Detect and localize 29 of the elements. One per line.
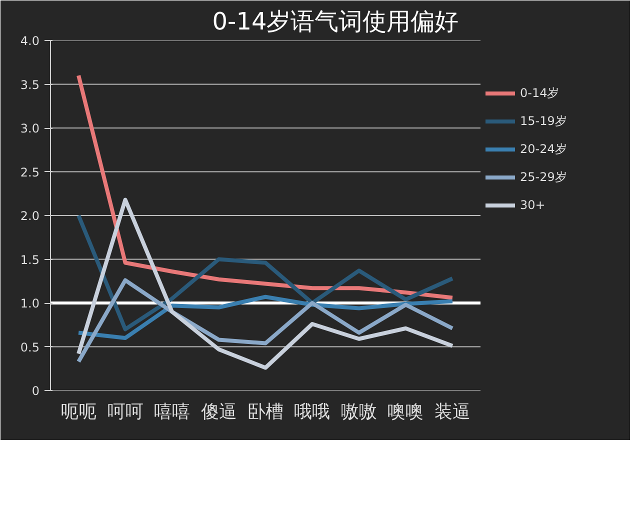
x-tick-label: 嗷嗷	[340, 402, 377, 422]
y-tick-label: 0.5	[20, 340, 40, 354]
chart-title: 0-14岁语气词使用偏好	[212, 8, 459, 36]
line-series	[76, 294, 454, 340]
y-tick-label: 3.5	[20, 78, 40, 92]
x-tick-label: 装逼	[434, 402, 470, 422]
x-tick-label: 呵呵	[107, 402, 144, 422]
line-series	[76, 74, 454, 300]
x-tick-label: 呃呃	[60, 402, 97, 422]
y-tick-label: 1.5	[20, 252, 40, 267]
legend-label: 0-14岁	[520, 84, 560, 102]
y-tick-label: 0	[32, 384, 40, 398]
x-tick-label: 噢噢	[388, 402, 424, 422]
x-tick-label: 傻逼	[200, 402, 237, 422]
y-tick-label: 2.5	[20, 165, 40, 180]
legend-label: 20-24岁	[520, 140, 567, 158]
line-series	[76, 214, 454, 332]
legend-label: 30+	[520, 198, 546, 212]
y-tick-label: 2.0	[20, 209, 40, 223]
y-tick-label: 3.0	[20, 122, 40, 136]
y-tick-label: 4.0	[20, 34, 40, 48]
legend-label: 15-19岁	[520, 112, 567, 130]
legend-label: 25-29岁	[520, 168, 567, 186]
line-series	[76, 198, 454, 370]
x-tick-label: 嘻嘻	[154, 402, 190, 422]
x-tick-label: 哦哦	[294, 402, 330, 422]
line-series	[76, 278, 454, 364]
x-tick-label: 卧槽	[248, 402, 284, 422]
y-tick-label: 1.0	[20, 296, 40, 310]
